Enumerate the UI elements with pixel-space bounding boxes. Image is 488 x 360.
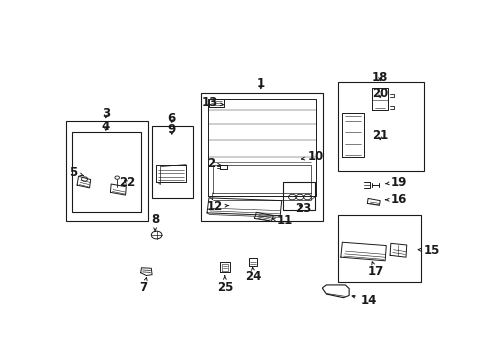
Text: 13: 13 <box>202 96 224 109</box>
Text: 20: 20 <box>371 87 387 100</box>
Bar <box>337 215 420 282</box>
Text: 16: 16 <box>385 193 407 206</box>
Text: 8: 8 <box>151 213 159 231</box>
Text: 25: 25 <box>216 276 233 294</box>
Text: 17: 17 <box>367 262 383 278</box>
Text: 21: 21 <box>371 129 387 142</box>
Text: 6: 6 <box>167 112 176 125</box>
Text: 15: 15 <box>417 244 440 257</box>
Text: 18: 18 <box>371 71 387 84</box>
Bar <box>201 93 322 221</box>
Text: 5: 5 <box>69 166 83 179</box>
Text: 9: 9 <box>167 123 176 136</box>
Text: 14: 14 <box>351 294 376 307</box>
Bar <box>152 126 193 198</box>
Text: 4: 4 <box>102 120 110 133</box>
Text: 3: 3 <box>102 107 110 120</box>
Text: 2: 2 <box>207 157 221 170</box>
Text: 12: 12 <box>206 200 228 213</box>
Bar <box>65 121 147 221</box>
Text: 7: 7 <box>140 278 147 294</box>
Bar <box>72 132 141 212</box>
Text: 11: 11 <box>271 214 293 227</box>
Text: 22: 22 <box>119 176 135 189</box>
Bar <box>282 182 314 210</box>
Text: 10: 10 <box>301 150 323 163</box>
Text: 24: 24 <box>245 267 261 283</box>
Text: 23: 23 <box>295 202 311 215</box>
Text: 1: 1 <box>256 77 264 90</box>
Text: 19: 19 <box>385 176 407 189</box>
Bar <box>337 82 423 171</box>
